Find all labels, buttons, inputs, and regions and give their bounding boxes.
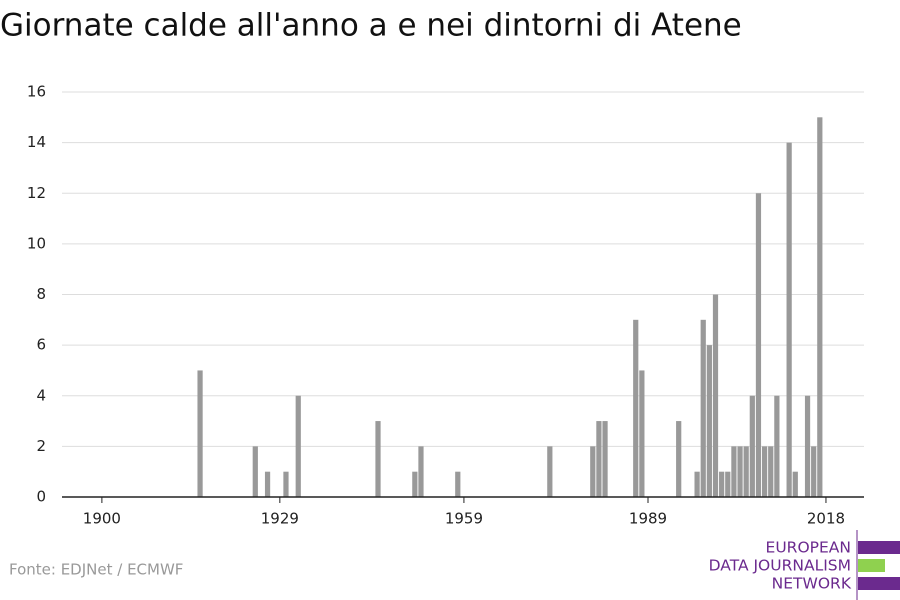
y-tick-label: 4 [36,386,46,404]
y-tick-label: 2 [36,437,46,455]
bar [786,142,792,497]
bar [719,471,725,497]
bar [761,446,768,497]
bar [817,117,823,497]
bar [706,345,712,497]
y-tick-label: 8 [36,285,46,303]
logo-text: DATA JOURNALISM [709,557,851,575]
bar [676,421,682,497]
x-tick-label: 1989 [629,510,667,528]
bar [755,193,762,497]
y-tick-label: 16 [27,83,46,101]
y-tick-label: 0 [36,488,46,506]
bar [596,421,602,497]
bar [774,395,780,497]
bar [725,471,731,497]
bar [792,471,798,497]
bar [547,446,553,497]
x-tick-label: 1959 [445,510,483,528]
y-tick-label: 10 [27,234,46,252]
bar [749,395,755,497]
logo-text: NETWORK [772,575,852,593]
chart-title: Giornate calde all'anno a e nei dintorni… [0,8,742,44]
bar [455,471,461,497]
bar [712,294,719,497]
logo-bar [858,541,900,554]
y-tick-label: 14 [27,133,46,151]
bar [700,319,706,497]
bar [743,446,749,497]
bar [731,446,737,497]
bar [737,446,743,497]
x-tick-label: 1900 [83,510,121,528]
bar [590,446,596,497]
bar [768,446,774,497]
y-tick-label: 6 [36,336,46,354]
bar [197,370,203,497]
bar [412,471,418,497]
bar [639,370,645,497]
bar [295,395,301,497]
logo-text: EUROPEAN [766,539,851,557]
bar [264,471,271,497]
bar [633,319,639,497]
bar [811,446,817,497]
source: Fonte: EDJNet / ECMWF [9,561,183,579]
bar [283,471,289,497]
logo-bar [858,559,885,572]
bar [694,471,700,497]
bar [375,421,381,497]
y-tick-label: 12 [27,184,46,202]
x-tick-label: 1929 [261,510,299,528]
bar [804,395,811,497]
x-tick-label: 2018 [807,510,845,528]
bar [602,421,608,497]
bar [252,446,258,497]
logo-bar [858,577,900,590]
bar [418,446,424,497]
logo: EUROPEAN DATA JOURNALISM NETWORK [709,530,900,600]
